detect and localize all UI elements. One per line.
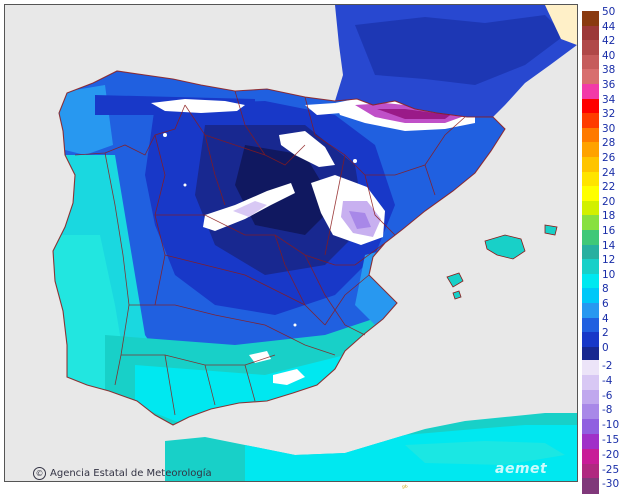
legend-swatch <box>582 346 599 362</box>
legend-label: 30 <box>602 122 616 135</box>
legend-label: 2 <box>602 327 609 340</box>
legend-swatch <box>582 84 599 100</box>
legend-label: -2 <box>602 360 613 372</box>
color-legend: 50 44 42 40 38 36 34 32 30 28 26 24 22 20 18 16 14 12 10 8 6… <box>582 6 626 494</box>
legend-label: 0 <box>602 341 609 354</box>
legend-swatch <box>582 230 599 246</box>
legend-swatch <box>582 434 599 450</box>
legend-label: 44 <box>602 20 616 33</box>
legend-label: -4 <box>602 374 613 387</box>
legend-label: -10 <box>602 419 620 432</box>
legend-swatch <box>582 171 599 187</box>
footer-mark: ᵍᵇ <box>402 484 408 492</box>
legend-label: 4 <box>602 312 609 325</box>
legend-label: 32 <box>602 108 616 121</box>
legend-swatch <box>582 142 599 158</box>
map-canvas <box>52 5 577 481</box>
legend-swatch <box>582 448 599 465</box>
legend-label: 26 <box>602 152 616 164</box>
legend-label: 28 <box>602 137 616 150</box>
legend-swatch <box>582 288 599 304</box>
legend-swatch <box>582 25 599 41</box>
legend-swatch <box>582 40 599 56</box>
aemet-logo: aemet <box>495 461 548 477</box>
legend-label: 16 <box>602 225 616 237</box>
legend-label: 42 <box>602 35 616 48</box>
legend-label: 38 <box>602 64 616 77</box>
legend-label: 50 <box>602 6 616 18</box>
legend-swatch <box>582 11 599 27</box>
credit-label: Agencia Estatal de Meteorología <box>50 468 212 479</box>
legend-swatch <box>582 389 599 405</box>
legend-swatch <box>582 303 599 319</box>
legend-swatch <box>582 244 599 260</box>
legend-swatch <box>582 157 599 173</box>
legend-swatch <box>582 113 599 129</box>
legend-swatch <box>582 200 599 216</box>
legend-label: -20 <box>602 448 620 461</box>
legend-label: 36 <box>602 79 616 91</box>
legend-label: -25 <box>602 463 620 476</box>
legend-swatch <box>582 478 599 494</box>
legend-swatch <box>582 317 599 333</box>
legend-swatch <box>582 215 599 231</box>
legend-label: 40 <box>602 49 616 62</box>
legend-label: 14 <box>602 239 616 252</box>
temperature-map: © Agencia Estatal de Meteorología aemet <box>4 4 578 482</box>
legend-swatch <box>582 98 599 114</box>
province-borders <box>52 70 506 426</box>
legend-label: 10 <box>602 268 616 281</box>
legend-swatch <box>582 54 599 70</box>
legend-label: 6 <box>602 298 609 310</box>
legend-swatch <box>582 332 599 348</box>
legend-label: -30 <box>602 478 620 491</box>
copyright-icon: © <box>33 467 46 480</box>
legend-label: -6 <box>602 389 613 402</box>
legend-swatch <box>582 360 599 376</box>
legend-label: 20 <box>602 195 616 208</box>
legend-swatch <box>582 404 599 420</box>
legend-label: -8 <box>602 404 613 417</box>
legend-swatch <box>582 374 599 391</box>
legend-label: 12 <box>602 254 616 267</box>
legend-label: -15 <box>602 434 620 446</box>
credit-text: © Agencia Estatal de Meteorología <box>33 467 212 480</box>
legend-swatch <box>582 186 599 202</box>
legend-label: 18 <box>602 210 616 223</box>
balearic-islands <box>446 224 558 300</box>
legend-swatch <box>582 69 599 85</box>
france-haze <box>545 5 577 45</box>
legend-label: 8 <box>602 283 609 296</box>
legend-swatch <box>582 419 599 435</box>
legend-swatch <box>582 259 599 275</box>
legend-swatch <box>582 273 599 289</box>
legend-label: 22 <box>602 181 616 194</box>
legend-label: 34 <box>602 93 616 106</box>
legend-swatch <box>582 127 599 143</box>
legend-label: 24 <box>602 166 616 179</box>
legend-swatch <box>582 463 599 479</box>
